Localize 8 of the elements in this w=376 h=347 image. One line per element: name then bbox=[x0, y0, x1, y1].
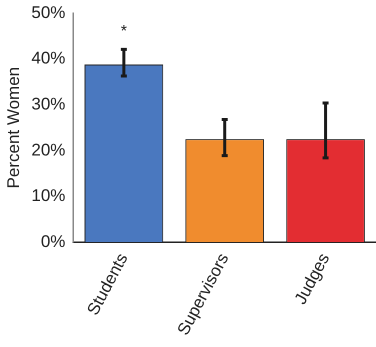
y-axis-title: Percent Women bbox=[4, 66, 23, 188]
y-tick-label: 30% bbox=[31, 94, 66, 114]
y-tick-label: 0% bbox=[40, 232, 66, 251]
y-tick-label: 50% bbox=[31, 2, 66, 22]
annotation: * bbox=[120, 22, 127, 40]
y-tick-label: 20% bbox=[31, 140, 66, 160]
y-tick-label: 40% bbox=[31, 48, 66, 68]
y-tick-label: 10% bbox=[31, 186, 66, 206]
